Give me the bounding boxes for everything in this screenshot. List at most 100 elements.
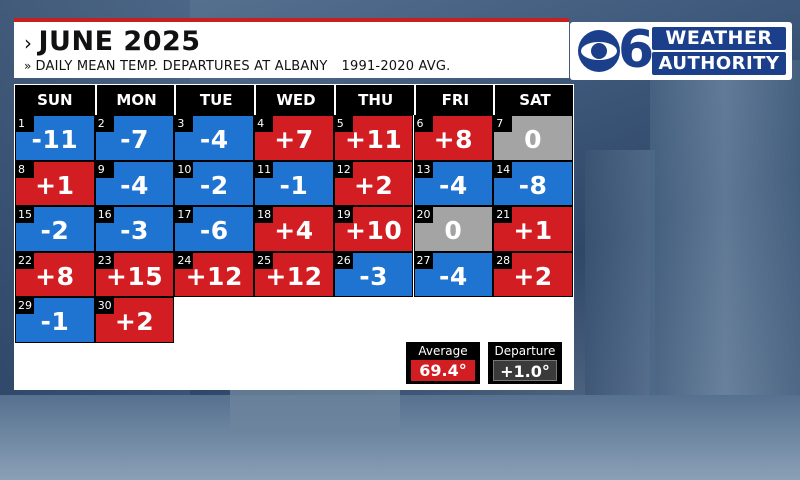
day-number: 7 — [494, 116, 513, 132]
departure-label: Departure — [494, 344, 556, 358]
temperature-departure: +12 — [185, 261, 243, 291]
day-number: 15 — [16, 207, 34, 223]
calendar-day-cell: 20 0 — [413, 206, 494, 252]
temperature-departure: +7 — [274, 125, 314, 154]
page-subtitle: » DAILY MEAN TEMP. DEPARTURES AT ALBANY 19… — [24, 59, 451, 74]
calendar-day-cell: 12 +2 — [333, 160, 414, 206]
calendar-day-cell: 18 +4 — [254, 206, 334, 252]
day-number: 22 — [16, 252, 34, 269]
weekday-thu: THU — [333, 85, 416, 115]
calendar-day-cell: 2 -7 — [94, 115, 175, 161]
weekday-tue: TUE — [174, 85, 256, 115]
logo-line-1: WEATHER — [652, 27, 786, 50]
page-title: › JUNE 2025 — [24, 26, 201, 57]
weekday-sat: SAT — [493, 85, 575, 115]
weekday-header-row: SUN MON TUE WED THU FRI SAT — [15, 85, 573, 115]
calendar-day-cell: 30 +2 — [94, 297, 175, 343]
day-number: 10 — [175, 161, 194, 178]
cbs-eye-icon — [578, 30, 620, 72]
temperature-departure: +2 — [513, 261, 553, 291]
weekday-fri: FRI — [413, 85, 496, 115]
average-label: Average — [418, 344, 468, 358]
temperature-departure: -4 — [438, 170, 468, 200]
temperature-departure: +1 — [513, 216, 553, 245]
weekday-wed: WED — [254, 85, 336, 115]
temperature-departure: +1 — [35, 170, 75, 200]
day-number: 18 — [255, 207, 274, 223]
calendar-day-cell: 22 +8 — [15, 251, 95, 297]
calendar-day-cell: 4 +7 — [254, 115, 334, 161]
temperature-departure: +2 — [353, 170, 394, 200]
calendar-day-cell: 27 -4 — [413, 251, 494, 297]
temperature-departure: +2 — [114, 307, 155, 336]
temperature-departure: -11 — [31, 125, 79, 154]
temperature-departure: 0 — [524, 125, 542, 154]
day-number: 3 — [175, 116, 194, 132]
average-value: 69.4° — [411, 360, 475, 381]
day-number: 5 — [334, 116, 353, 132]
departure-box: Departure +1.0° — [488, 342, 562, 384]
calendar-day-cell: 10 -2 — [174, 160, 255, 206]
calendar-day-cell: 9 -4 — [94, 160, 175, 206]
temperature-departure: 0 — [444, 216, 463, 245]
day-number: 21 — [494, 207, 513, 223]
day-number: 2 — [95, 116, 114, 132]
day-number: 8 — [16, 161, 34, 178]
calendar-day-cell: 1 -11 — [15, 115, 95, 161]
temperature-departure: -7 — [120, 125, 149, 154]
day-number: 12 — [334, 161, 353, 178]
calendar-day-cell: 24 +12 — [174, 251, 255, 297]
day-number: 16 — [95, 207, 114, 223]
temperature-departure: -4 — [199, 125, 229, 154]
calendar-day-cell: 23 +15 — [94, 251, 175, 297]
day-number: 23 — [95, 252, 114, 269]
calendar-day-cell: 8 +1 — [15, 160, 95, 206]
day-number: 19 — [334, 207, 353, 223]
calendar-day-cell: 13 -4 — [413, 160, 494, 206]
temperature-departure: -2 — [40, 216, 70, 245]
temperature-departure: +15 — [105, 261, 164, 291]
calendar-day-cell: 16 -3 — [94, 206, 175, 252]
logo-line-2: AUTHORITY — [652, 52, 786, 75]
departure-value: +1.0° — [493, 360, 557, 381]
header-panel: › JUNE 2025 » DAILY MEAN TEMP. DEPARTURES … — [14, 18, 569, 78]
temperature-departure: -3 — [359, 261, 389, 291]
temperature-departure: +8 — [35, 261, 75, 291]
day-number: 25 — [255, 252, 274, 269]
subtitle-text: DAILY MEAN TEMP. DEPARTURES AT ALBANY — [35, 59, 328, 74]
weekday-sun: SUN — [37, 91, 73, 109]
calendar-day-cell: 21 +1 — [493, 206, 573, 252]
day-number: 11 — [255, 161, 274, 178]
calendar-day-cell: 29 -1 — [15, 297, 95, 343]
day-number: 26 — [334, 252, 353, 269]
weekday-mon: MON — [94, 85, 177, 115]
day-number: 30 — [95, 298, 114, 314]
average-box: Average 69.4° — [406, 342, 480, 384]
day-number: 24 — [175, 252, 194, 269]
day-number: 20 — [414, 207, 433, 223]
calendar-day-cell: 26 -3 — [333, 251, 414, 297]
background-capitol — [230, 390, 400, 435]
day-number: 29 — [16, 298, 34, 314]
temperature-departure: -2 — [199, 170, 229, 200]
day-number: 4 — [255, 116, 274, 132]
temperature-departure: -6 — [199, 216, 229, 245]
calendar-day-cell: 17 -6 — [174, 206, 255, 252]
logo-numeral: 6 — [618, 20, 655, 80]
temperature-departure: -4 — [438, 261, 468, 291]
double-chevron-icon: » — [24, 59, 32, 73]
day-number: 1 — [16, 116, 34, 132]
calendar-day-cell: 5 +11 — [333, 115, 414, 161]
calendar-day-cell: 11 -1 — [254, 160, 334, 206]
temperature-departure: +11 — [345, 125, 403, 154]
temperature-departure: +10 — [345, 216, 403, 245]
day-number: 27 — [414, 252, 433, 269]
day-number: 28 — [494, 252, 513, 269]
calendar-day-cell: 28 +2 — [493, 251, 573, 297]
calendar-day-cell: 15 -2 — [15, 206, 95, 252]
background-plaza — [0, 395, 800, 480]
calendar-day-cell: 19 +10 — [333, 206, 414, 252]
day-number: 6 — [414, 116, 433, 132]
chevron-right-icon: › — [24, 31, 33, 55]
